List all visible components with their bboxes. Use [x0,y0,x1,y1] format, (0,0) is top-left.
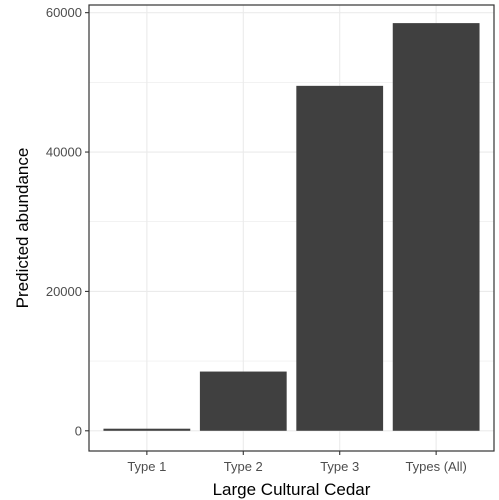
x-axis-title: Large Cultural Cedar [213,480,371,499]
panel-border [88,4,495,452]
bar [392,23,480,431]
bar [296,85,384,431]
bar [199,371,287,431]
y-tick-label: 40000 [46,145,82,160]
y-tick-label: 0 [75,423,82,438]
y-axis-title: Predicted abundance [13,148,32,309]
y-tick-label: 60000 [46,5,82,20]
x-tick-label: Types (All) [405,459,466,474]
bars [103,23,480,431]
x-tick-label: Type 1 [127,459,166,474]
y-tick-label: 20000 [46,284,82,299]
bar [103,428,191,431]
y-axis: 0 20000 40000 60000 [46,5,89,438]
x-tick-label: Type 2 [224,459,263,474]
x-axis: Type 1 Type 2 Type 3 Types (All) [127,451,467,474]
x-tick-label: Type 3 [320,459,359,474]
